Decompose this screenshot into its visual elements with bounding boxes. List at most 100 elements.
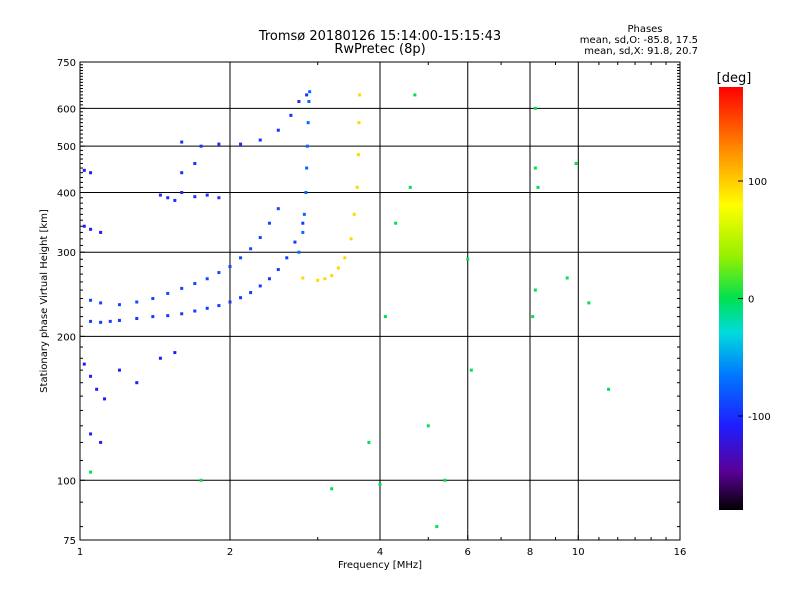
data-point xyxy=(323,277,327,281)
y-tick-label: 200 xyxy=(57,332,76,343)
data-point xyxy=(357,121,361,125)
data-point xyxy=(99,320,103,324)
data-point xyxy=(193,282,197,286)
data-point xyxy=(305,93,309,97)
data-point xyxy=(95,387,99,391)
data-point xyxy=(330,487,334,491)
data-point xyxy=(355,185,359,189)
data-point xyxy=(289,113,293,117)
colorbar-ticks: 100 0 -100 xyxy=(738,177,771,423)
data-point xyxy=(258,284,262,288)
data-point xyxy=(413,93,417,97)
colorbar-tick-label: -100 xyxy=(748,412,771,423)
data-point xyxy=(193,309,197,313)
x-tick-label: 1 xyxy=(77,547,83,558)
data-point xyxy=(297,250,301,254)
data-point xyxy=(533,106,537,110)
x-axis-label: Frequency [MHz] xyxy=(338,560,422,571)
data-point xyxy=(356,153,360,157)
data-point xyxy=(89,171,93,175)
y-tick-label: 500 xyxy=(57,142,76,153)
data-point xyxy=(426,424,430,428)
data-point xyxy=(180,190,184,194)
data-point xyxy=(285,256,289,260)
data-point xyxy=(117,303,121,307)
data-point xyxy=(205,193,209,197)
data-point xyxy=(135,300,139,304)
data-point xyxy=(193,195,197,199)
data-point xyxy=(217,142,221,146)
data-point xyxy=(89,298,93,302)
data-point xyxy=(158,356,162,360)
data-point xyxy=(82,224,86,228)
data-point xyxy=(301,230,305,234)
data-point xyxy=(301,276,305,280)
data-point xyxy=(205,277,209,281)
data-point xyxy=(367,440,371,444)
data-point xyxy=(82,168,86,172)
x-tick-label: 4 xyxy=(377,547,383,558)
data-point xyxy=(330,274,334,278)
data-point xyxy=(249,247,253,251)
data-point xyxy=(103,397,107,401)
data-point xyxy=(316,278,320,282)
data-point xyxy=(466,257,470,261)
axis-ticks: 1 2 4 6 8 10 16 75 100 200 300 400 500 600 750 xyxy=(57,58,686,558)
data-point xyxy=(89,319,93,323)
data-point xyxy=(135,381,139,385)
data-point xyxy=(158,193,162,197)
data-point xyxy=(82,362,86,366)
data-point xyxy=(173,198,177,202)
data-point xyxy=(533,288,537,292)
chart-subtitle: RwPretec (8p) xyxy=(334,42,425,57)
y-tick-label: 300 xyxy=(57,248,76,259)
data-point xyxy=(151,297,155,301)
data-point xyxy=(408,185,412,189)
data-point xyxy=(276,268,280,272)
y-tick-label: 750 xyxy=(57,58,76,69)
y-tick-label: 400 xyxy=(57,188,76,199)
data-point xyxy=(180,312,184,316)
data-point xyxy=(531,315,535,319)
data-point xyxy=(383,315,387,319)
y-axis-label: Stationary phase Virtual Height [km] xyxy=(39,209,50,393)
data-point xyxy=(293,240,297,244)
data-point xyxy=(249,291,253,295)
data-point xyxy=(205,306,209,310)
chart-title: Tromsø 20180126 15:14:00-15:15:43 xyxy=(258,29,501,44)
data-points xyxy=(82,90,611,529)
data-point xyxy=(536,185,540,189)
data-point xyxy=(99,440,103,444)
x-tick-label: 6 xyxy=(465,547,471,558)
data-point xyxy=(301,221,305,225)
data-point xyxy=(117,318,121,322)
data-point xyxy=(166,196,170,200)
data-point xyxy=(308,90,312,94)
stats-line-x: mean, sd,X: 91.8, 20.7 xyxy=(584,46,698,57)
x-tick-label: 2 xyxy=(227,547,233,558)
data-point xyxy=(166,314,170,318)
y-tick-label: 75 xyxy=(63,536,76,547)
data-point xyxy=(435,525,439,529)
data-point xyxy=(258,236,262,240)
colorbar-tick-label: 100 xyxy=(748,177,767,188)
data-point xyxy=(151,315,155,319)
data-point xyxy=(239,256,243,260)
data-point xyxy=(199,478,203,482)
data-point xyxy=(239,296,243,300)
data-point xyxy=(587,301,591,305)
data-point xyxy=(89,374,93,378)
data-point xyxy=(166,291,170,295)
data-point xyxy=(336,266,340,270)
data-point xyxy=(258,138,262,142)
stats-line-o: mean, sd,O: -85.8, 17.5 xyxy=(580,35,698,46)
x-tick-label: 8 xyxy=(527,547,533,558)
data-point xyxy=(574,161,578,165)
data-point xyxy=(307,100,311,104)
x-tick-label: 16 xyxy=(674,547,687,558)
data-point xyxy=(343,256,347,260)
data-point xyxy=(267,221,271,225)
data-point xyxy=(267,277,271,281)
